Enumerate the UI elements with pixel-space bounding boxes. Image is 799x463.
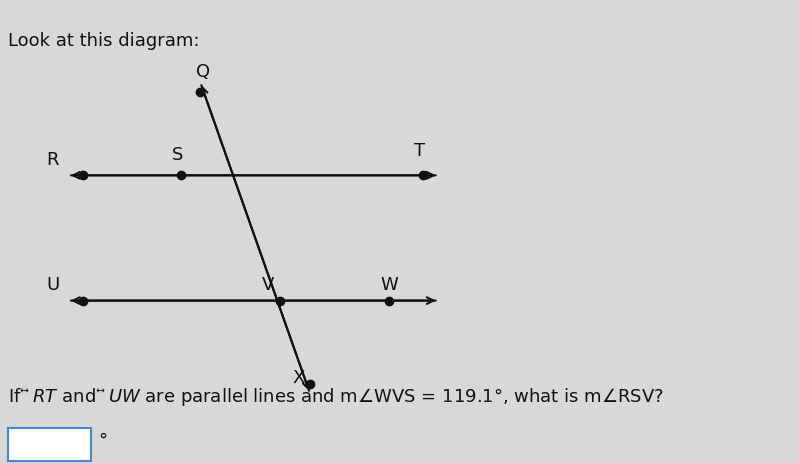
Text: If $\overleftrightarrow{RT}$ and $\overleftrightarrow{UW}$ are parallel lines an: If $\overleftrightarrow{RT}$ and $\overl… — [7, 386, 663, 407]
Text: T: T — [414, 142, 425, 159]
Text: V: V — [262, 276, 275, 294]
Text: S: S — [172, 146, 184, 164]
Text: °: ° — [98, 431, 107, 449]
Text: X: X — [292, 369, 305, 386]
Text: W: W — [380, 276, 398, 294]
FancyBboxPatch shape — [7, 428, 91, 461]
Text: Look at this diagram:: Look at this diagram: — [7, 32, 199, 50]
Text: R: R — [46, 151, 59, 169]
Text: Q: Q — [196, 63, 209, 81]
Text: U: U — [46, 276, 60, 294]
